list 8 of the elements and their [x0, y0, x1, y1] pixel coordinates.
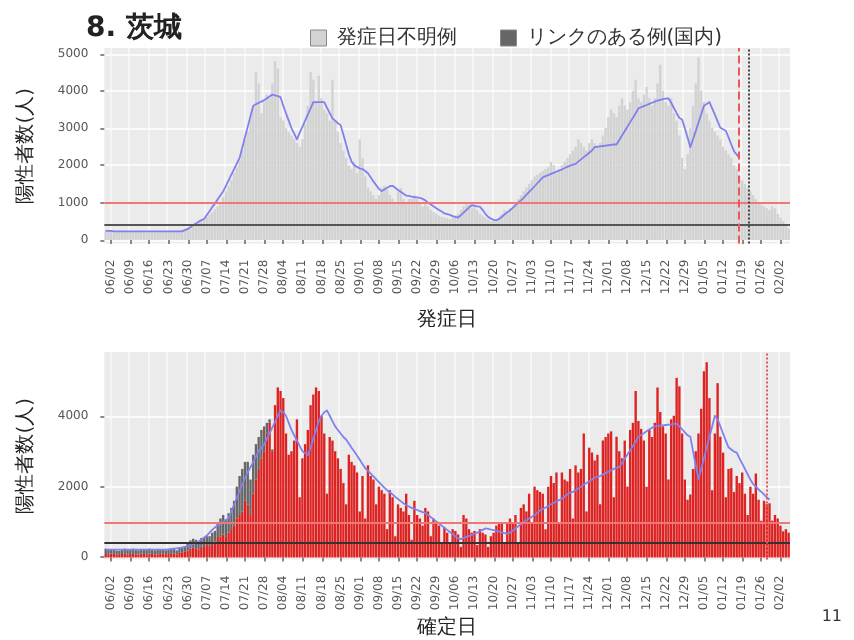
legend-label: 発症日不明例 — [336, 25, 457, 49]
legend-label: リンクのある例(国内) — [526, 25, 723, 49]
y-axis-title: 陽性者数(人) — [13, 87, 37, 204]
text: 11 — [821, 607, 843, 625]
chart-title: 8. 茨城 — [86, 12, 182, 44]
x-axis-title: 発症日 — [417, 307, 478, 331]
y-axis-title: 陽性者数(人) — [13, 397, 37, 514]
x-axis-title: 確定日 — [415, 615, 478, 639]
